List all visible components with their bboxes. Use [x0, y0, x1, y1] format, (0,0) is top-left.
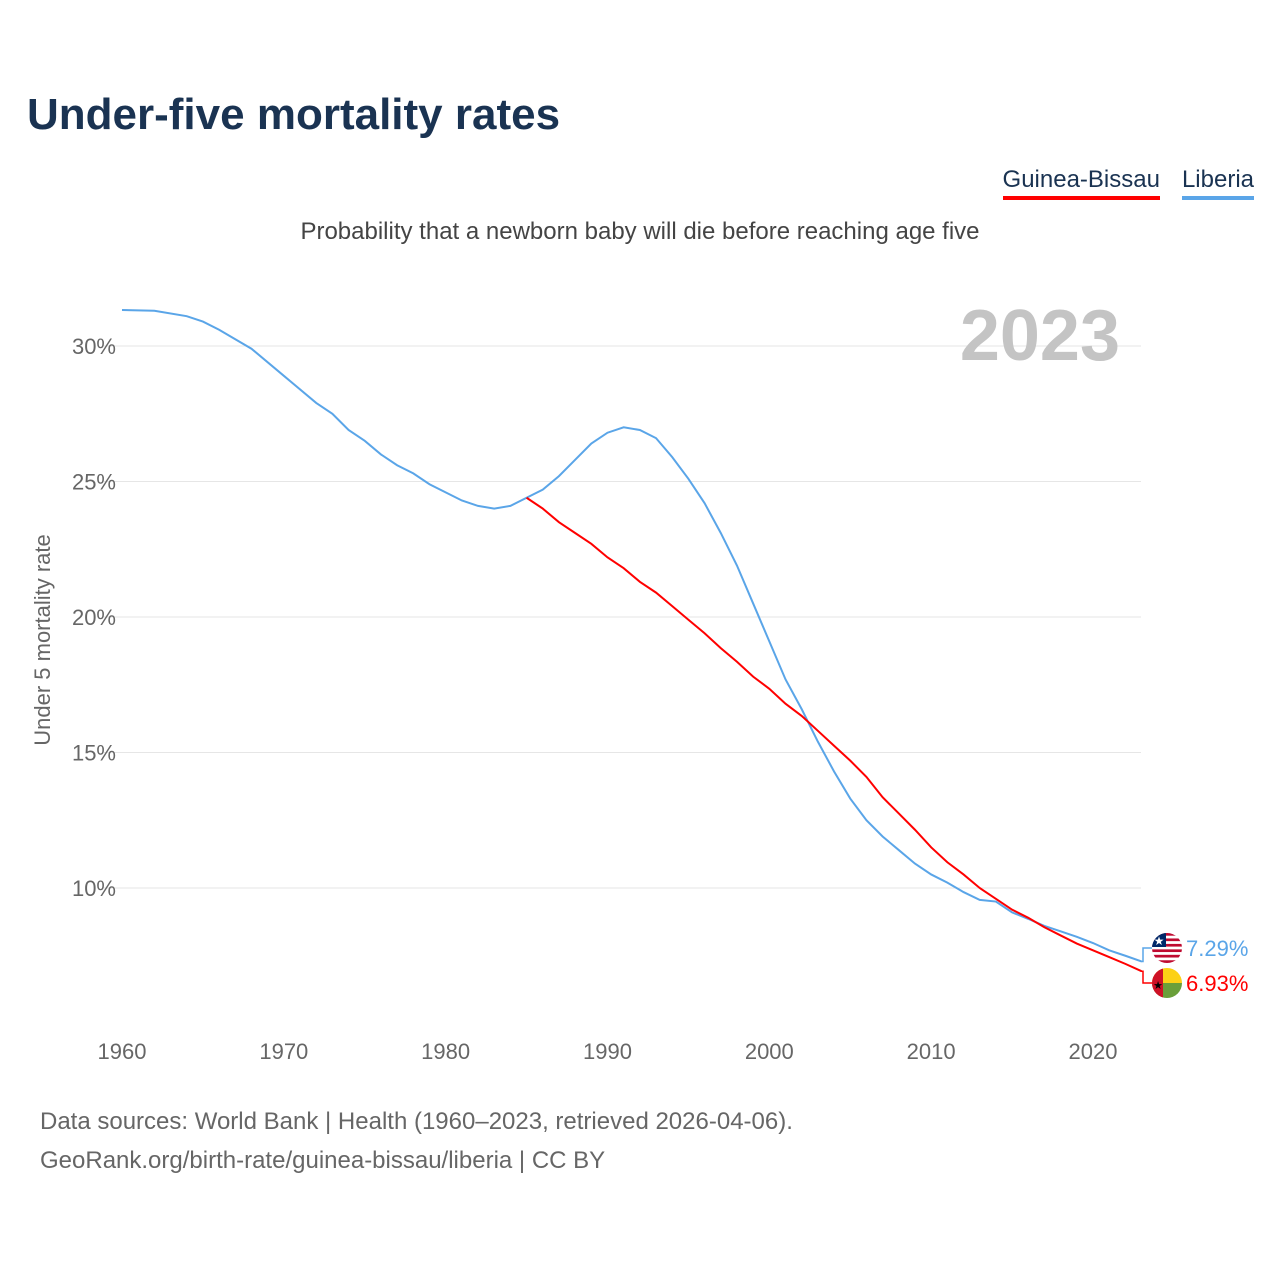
legend-liberia[interactable]: Liberia: [1181, 166, 1254, 200]
y-tick-label: 25%: [72, 470, 116, 495]
y-tick-label: 15%: [72, 741, 116, 766]
chart-subtitle: Probability that a newborn baby will die…: [300, 218, 980, 245]
svg-text:★: ★: [1153, 980, 1163, 992]
connector: [1141, 970, 1152, 984]
y-tick-label: 20%: [72, 605, 116, 630]
svg-text:★: ★: [1154, 934, 1165, 948]
footer-url[interactable]: GeoRank.org/birth-rate/guinea-bissau/lib…: [40, 1147, 606, 1174]
series-line-guinea-bissau: [526, 496, 1142, 973]
end-label-liberia: 7.29%: [1186, 936, 1248, 961]
x-tick-label: 2000: [745, 1039, 794, 1064]
x-tick-label: 1990: [583, 1039, 632, 1064]
y-tick-label: 10%: [72, 876, 116, 901]
y-axis-label: Under 5 mortality rate: [30, 534, 55, 746]
legend: Guinea-Bissau Liberia: [1002, 166, 1254, 200]
end-label-guinea-bissau: 6.93%: [1186, 971, 1248, 996]
x-tick-label: 2020: [1069, 1039, 1118, 1064]
guinea-bissau-flag-icon: ★: [1152, 968, 1182, 998]
x-tick-label: 2010: [907, 1039, 956, 1064]
y-tick-label: 30%: [72, 334, 116, 359]
chart-title: Under-five mortality rates: [27, 90, 561, 139]
year-label: 2023: [960, 296, 1120, 376]
x-tick-label: 1960: [98, 1039, 147, 1064]
liberia-flag-icon: ★: [1152, 933, 1182, 963]
x-tick-label: 1970: [259, 1039, 308, 1064]
connector: [1141, 947, 1152, 963]
series-line-liberia: [121, 308, 1142, 963]
x-tick-label: 1980: [421, 1039, 470, 1064]
legend-guinea-bissau[interactable]: Guinea-Bissau: [1002, 166, 1160, 200]
footer-sources: Data sources: World Bank | Health (1960–…: [40, 1108, 793, 1135]
